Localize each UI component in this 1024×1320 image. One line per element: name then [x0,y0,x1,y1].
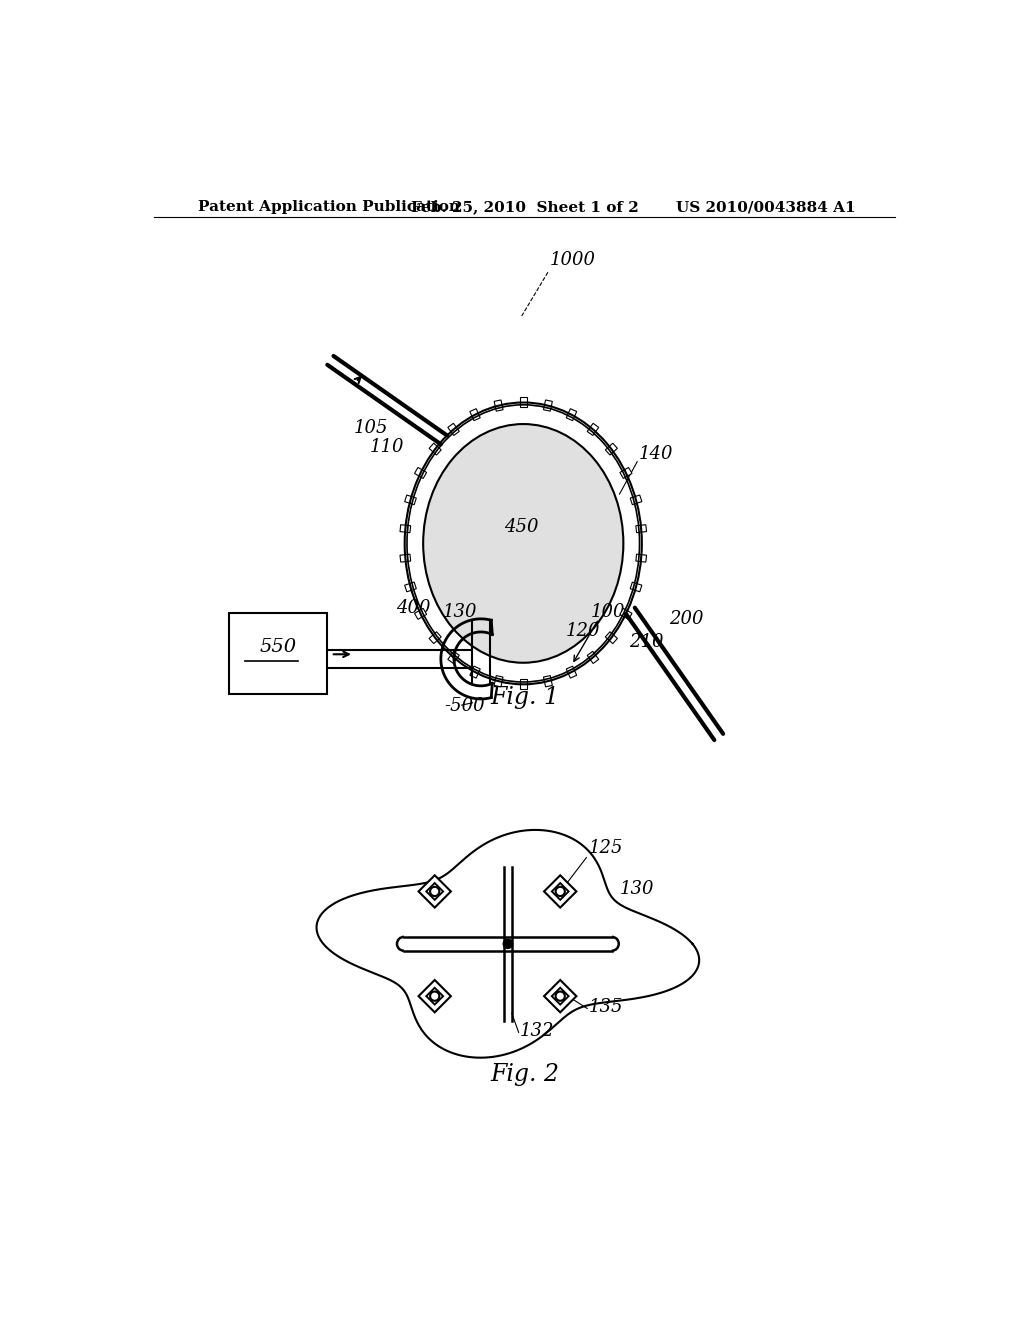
Polygon shape [520,680,526,689]
Polygon shape [520,397,526,408]
Polygon shape [587,651,599,664]
Text: -500: -500 [444,697,484,715]
Polygon shape [566,667,577,678]
Polygon shape [429,632,441,644]
Text: Patent Application Publication: Patent Application Publication [198,201,460,214]
Polygon shape [636,554,646,562]
Polygon shape [419,875,451,908]
Polygon shape [415,467,427,478]
Polygon shape [447,424,460,436]
Text: 100: 100 [591,602,626,620]
Circle shape [556,887,565,896]
Polygon shape [566,409,577,421]
Text: 140: 140 [639,445,673,463]
Circle shape [503,940,512,949]
Polygon shape [605,444,617,455]
Ellipse shape [423,424,624,663]
Bar [229,612,327,693]
Polygon shape [620,467,632,478]
Polygon shape [495,676,503,686]
Text: 125: 125 [589,840,624,857]
Polygon shape [495,400,503,412]
Text: 135: 135 [589,998,624,1015]
Polygon shape [426,883,443,900]
Polygon shape [544,979,577,1012]
Polygon shape [429,444,441,455]
Polygon shape [620,609,632,619]
Text: US 2010/0043884 A1: US 2010/0043884 A1 [676,201,856,214]
Text: Feb. 25, 2010  Sheet 1 of 2: Feb. 25, 2010 Sheet 1 of 2 [411,201,639,214]
Polygon shape [544,875,577,908]
Polygon shape [404,582,417,591]
Polygon shape [400,525,411,533]
Text: 130: 130 [620,879,654,898]
Polygon shape [404,495,417,504]
Polygon shape [552,883,568,900]
Polygon shape [630,495,642,504]
Polygon shape [587,424,599,436]
Text: Fig. 1: Fig. 1 [490,686,559,709]
Text: 132: 132 [519,1022,554,1040]
Polygon shape [544,676,552,686]
Text: 550: 550 [259,638,297,656]
Text: 120: 120 [565,622,600,640]
Text: 450: 450 [504,517,539,536]
Polygon shape [470,409,480,421]
Polygon shape [630,582,642,591]
Polygon shape [470,667,480,678]
Text: 110: 110 [370,438,403,457]
Polygon shape [415,609,427,619]
Text: Fig. 2: Fig. 2 [490,1063,559,1086]
Polygon shape [447,651,460,664]
Text: 130: 130 [442,602,477,620]
Text: 200: 200 [670,610,705,628]
Polygon shape [605,632,617,644]
Circle shape [430,991,439,1001]
Text: 105: 105 [354,420,388,437]
Circle shape [556,991,565,1001]
Text: 400: 400 [396,599,431,616]
Polygon shape [636,525,646,533]
Polygon shape [400,554,411,562]
Polygon shape [426,987,443,1005]
Polygon shape [552,987,568,1005]
Text: 1000: 1000 [550,251,596,269]
Polygon shape [419,979,451,1012]
Circle shape [430,887,439,896]
Polygon shape [544,400,552,412]
Text: 210: 210 [630,634,664,651]
